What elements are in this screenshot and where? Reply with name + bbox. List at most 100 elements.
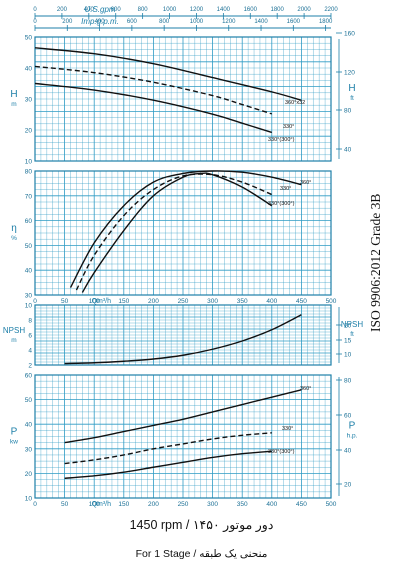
power-curve-label: 360° xyxy=(300,386,311,392)
npsh-y-tick-label: 4 xyxy=(28,348,32,355)
usgpm-tick-label: 2000 xyxy=(297,7,311,13)
stage-caption: For 1 Stage / منحنی یک طبقه xyxy=(135,548,268,560)
usgpm-tick-label: 1000 xyxy=(163,7,177,13)
power-y-label: P xyxy=(11,427,18,438)
efficiency-y-tick-label: 50 xyxy=(25,243,33,250)
power-x-tick-label: 100 xyxy=(89,501,100,508)
efficiency-y-tick-label: 30 xyxy=(25,293,33,300)
efficiency-y-tick-label: 40 xyxy=(25,268,33,275)
head-right-label: H xyxy=(348,83,355,94)
usgpm-tick-label: 0 xyxy=(33,7,37,13)
efficiency-x-tick-label: 0 xyxy=(33,298,37,305)
head-curve-1 xyxy=(34,47,302,101)
efficiency-curve-label: 330° xyxy=(280,186,291,192)
usgpm-tick-label: 1800 xyxy=(271,7,285,13)
impgpm-axis-title: Imp.g.p.m. xyxy=(81,17,119,26)
npsh-y-tick-label: 6 xyxy=(28,333,32,340)
power-x-tick-label: 350 xyxy=(237,501,248,508)
npsh-right-tick-label: 10 xyxy=(344,352,352,359)
impgpm-tick-label: 1400 xyxy=(254,19,268,25)
power-x-tick-label: 150 xyxy=(118,501,129,508)
usgpm-tick-label: 800 xyxy=(138,7,149,13)
npsh-y-tick-label: 2 xyxy=(28,363,32,370)
impgpm-tick-label: 1800 xyxy=(319,19,333,25)
power-y-tick-label: 30 xyxy=(25,446,33,453)
head-right-tick-label: 40 xyxy=(344,147,352,154)
usgpm-tick-label: 1200 xyxy=(190,7,204,13)
efficiency-y-unit: % xyxy=(11,235,17,242)
npsh-y-tick-label: 8 xyxy=(28,318,32,325)
npsh-y-tick-label: 10 xyxy=(25,303,33,310)
efficiency-curve-2 xyxy=(75,173,273,291)
efficiency-y-tick-label: 80 xyxy=(25,169,33,176)
impgpm-tick-label: 1200 xyxy=(222,19,236,25)
head-right-tick-label: 120 xyxy=(344,70,355,77)
power-curve-1 xyxy=(64,389,302,444)
power-right-tick-label: 20 xyxy=(344,482,352,489)
usgpm-tick-label: 200 xyxy=(57,7,68,13)
impgpm-tick-label: 0 xyxy=(33,19,37,25)
power-curve-2 xyxy=(64,432,272,465)
head-y-tick-label: 30 xyxy=(25,97,33,104)
efficiency-x-label: Qm³/h xyxy=(92,298,112,305)
efficiency-y-tick-label: 60 xyxy=(25,218,33,225)
power-curve-3 xyxy=(64,450,272,480)
usgpm-tick-label: 600 xyxy=(111,7,122,13)
power-curve-label: 330°(300°) xyxy=(268,449,295,455)
power-x-tick-label: 400 xyxy=(266,501,277,508)
efficiency-x-tick-label: 400 xyxy=(266,298,277,305)
power-right-tick-label: 60 xyxy=(344,413,352,420)
power-y-tick-label: 20 xyxy=(25,471,33,478)
usgpm-tick-label: 2200 xyxy=(324,7,338,13)
power-right-tick-label: 40 xyxy=(344,448,352,455)
power-y-tick-label: 40 xyxy=(25,422,33,429)
head-y-label: H xyxy=(10,89,17,100)
efficiency-x-tick-label: 350 xyxy=(237,298,248,305)
efficiency-panel: 360° 330° 330°(300°) xyxy=(34,170,332,296)
power-right-label: P xyxy=(349,421,356,432)
power-y-tick-label: 10 xyxy=(25,496,33,503)
power-x-tick-label: 450 xyxy=(296,501,307,508)
power-frame xyxy=(34,374,332,499)
efficiency-curve-label: 360° xyxy=(300,180,311,186)
impgpm-tick-label: 1000 xyxy=(190,19,204,25)
npsh-right-unit: ft xyxy=(350,331,354,338)
usgpm-tick-label: 1600 xyxy=(244,7,258,13)
power-x-tick-label: 500 xyxy=(326,501,337,508)
efficiency-x-tick-label: 300 xyxy=(207,298,218,305)
npsh-y-unit: m xyxy=(11,337,16,344)
impgpm-tick-label: 200 xyxy=(62,19,73,25)
power-y-tick-label: 60 xyxy=(25,373,33,380)
speed-caption: 1450 rpm / ۱۴۵۰ دور موتور xyxy=(129,518,274,532)
head-panel: 360°x32 330° 330°(300°) xyxy=(34,32,342,162)
head-frame xyxy=(34,36,332,162)
efficiency-curve-label: 330°(300°) xyxy=(268,201,295,207)
head-y-tick-label: 50 xyxy=(25,35,33,42)
head-right-tick-label: 80 xyxy=(344,108,352,115)
efficiency-curve-1 xyxy=(69,170,302,288)
power-x-label: Qm³/h xyxy=(92,501,112,508)
power-right-tick-label: 80 xyxy=(344,378,352,385)
efficiency-x-tick-label: 250 xyxy=(178,298,189,305)
efficiency-curve-3 xyxy=(81,172,273,293)
usgpm-tick-label: 1400 xyxy=(217,7,231,13)
impgpm-tick-label: 1600 xyxy=(287,19,301,25)
power-x-tick-label: 50 xyxy=(61,501,69,508)
npsh-right-label: NPSH xyxy=(341,320,363,329)
head-curve-label: 360°x32 xyxy=(285,100,305,106)
head-y-tick-label: 10 xyxy=(25,159,33,166)
power-x-tick-label: 300 xyxy=(207,501,218,508)
usgpm-axis-title: U.S.gpm xyxy=(84,5,115,14)
npsh-y-label: NPSH xyxy=(3,326,25,335)
npsh-frame xyxy=(34,304,332,366)
head-right-unit: ft xyxy=(350,95,354,102)
power-y-tick-label: 50 xyxy=(25,397,33,404)
head-right-tick-label: 160 xyxy=(344,31,355,38)
usgpm-tick-label: 400 xyxy=(84,7,95,13)
head-curve-label: 330°(300°) xyxy=(268,137,295,143)
power-y-unit: kw xyxy=(10,439,18,446)
efficiency-frame xyxy=(34,170,332,296)
head-y-tick-label: 40 xyxy=(25,66,33,73)
efficiency-x-tick-label: 200 xyxy=(148,298,159,305)
